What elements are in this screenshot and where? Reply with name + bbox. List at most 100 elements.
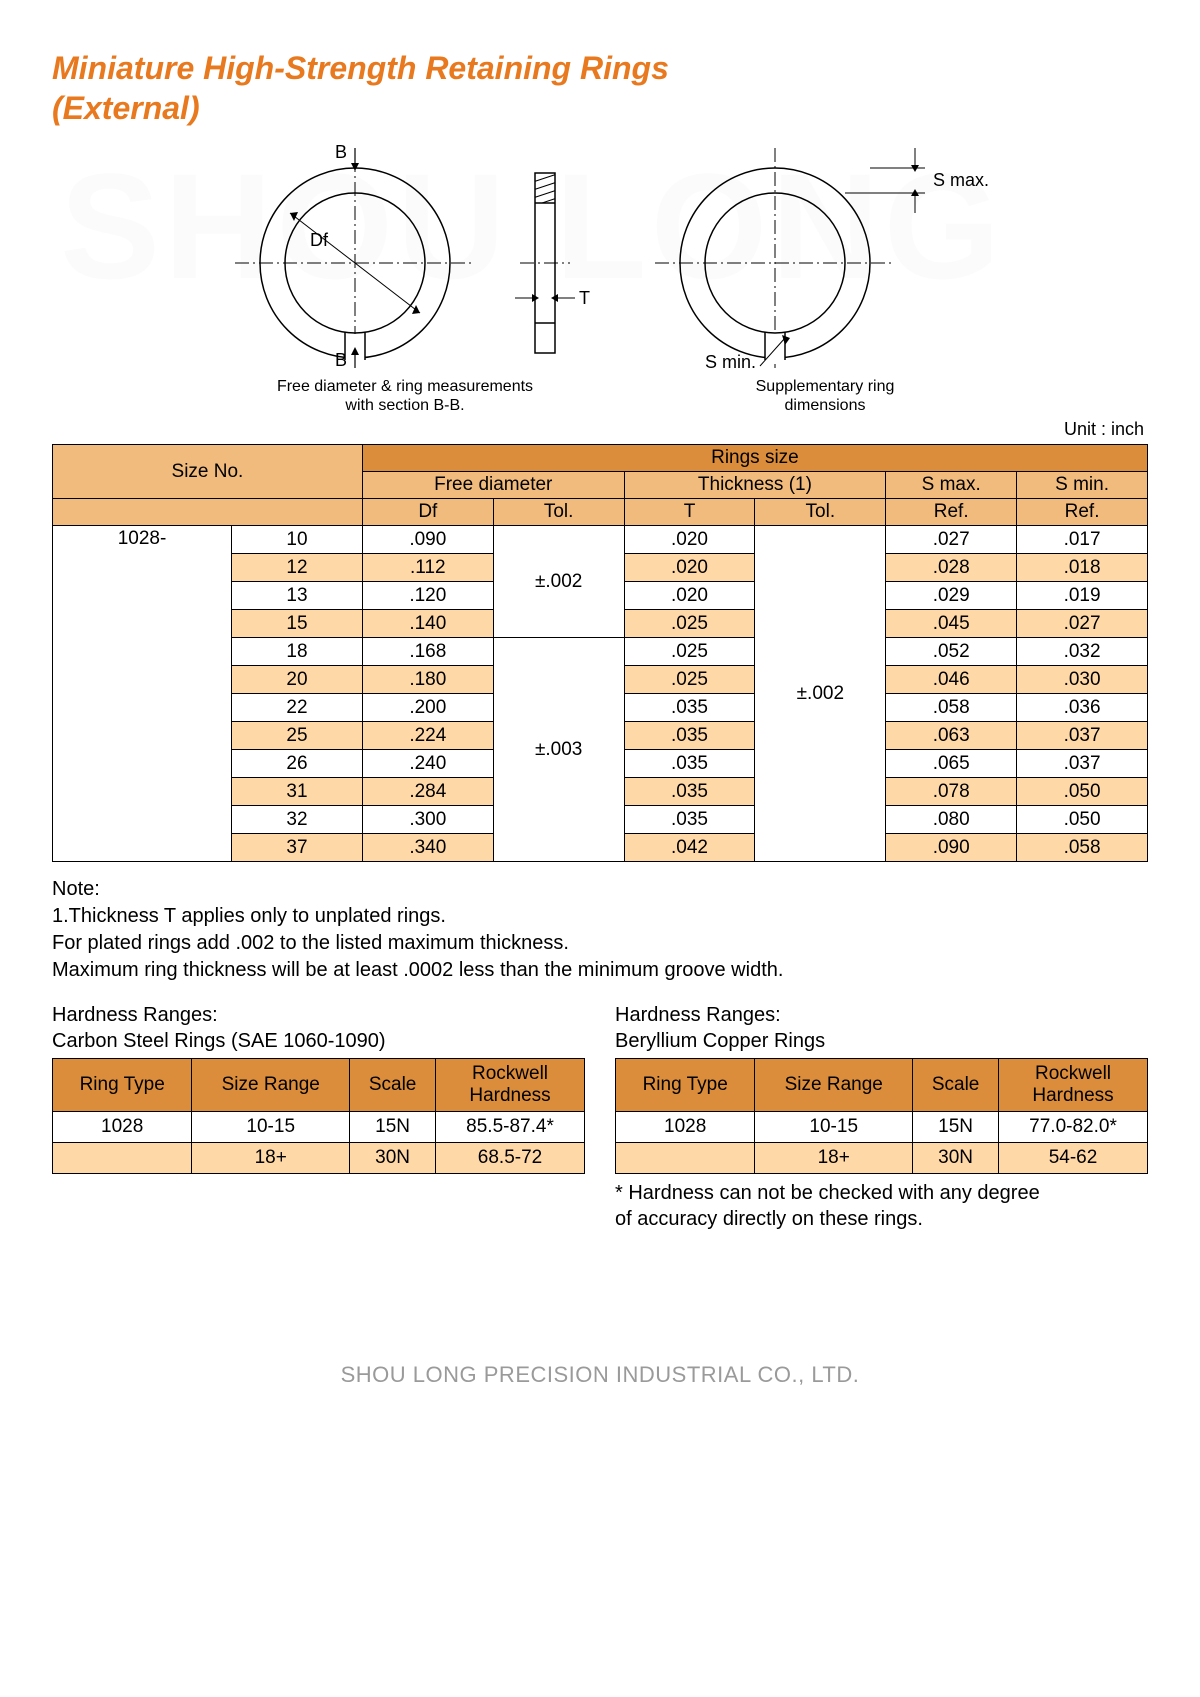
unit-label: Unit : inch	[52, 419, 1148, 440]
cell-size: 18	[232, 638, 363, 666]
cell-size: 32	[232, 806, 363, 834]
cell-smax: .029	[886, 582, 1017, 610]
cell-t: .035	[624, 806, 755, 834]
cell-smin: .032	[1017, 638, 1148, 666]
label-smin: S min.	[705, 352, 756, 368]
cell-type: 1028	[53, 1112, 192, 1143]
cell-type: 1028	[616, 1112, 755, 1143]
hardness-prefix-1: Hardness Ranges:	[52, 1004, 218, 1026]
cell-df: .168	[362, 638, 493, 666]
cell-tol2: ±.003	[493, 638, 624, 862]
cell-smax: .052	[886, 638, 1017, 666]
cell-smax: .090	[886, 834, 1017, 862]
svg-text:T: T	[579, 288, 590, 308]
th-t: T	[624, 499, 755, 526]
th-free-dia: Free diameter	[362, 472, 624, 499]
cell-smin: .019	[1017, 582, 1148, 610]
diagram-right-svg: S max. S min.	[645, 138, 1005, 368]
cell-size: 37	[232, 834, 363, 862]
cell-t: .020	[624, 526, 755, 554]
cell-scale: 30N	[350, 1143, 436, 1174]
cell-smax: .080	[886, 806, 1017, 834]
page-title: Miniature High-Strength Retaining Rings …	[52, 48, 1148, 128]
note-line-2: For plated rings add .002 to the listed …	[52, 930, 1148, 957]
cell-size: 10	[232, 526, 363, 554]
cell-df: .340	[362, 834, 493, 862]
cell-df: .200	[362, 694, 493, 722]
cell-df: .300	[362, 806, 493, 834]
table-row: 102810-1515N77.0-82.0*	[616, 1112, 1148, 1143]
cell-smin: .036	[1017, 694, 1148, 722]
th-df: Df	[362, 499, 493, 526]
cell-df: .120	[362, 582, 493, 610]
hardness-beryllium-title: Beryllium Copper Rings	[615, 1030, 825, 1052]
cell-type	[616, 1143, 755, 1174]
diagram-left: B B Df	[195, 138, 615, 415]
cell-type	[53, 1143, 192, 1174]
hb-th-scale: Scale	[913, 1059, 999, 1112]
cell-scale: 15N	[913, 1112, 999, 1143]
cell-df: .224	[362, 722, 493, 750]
th-smax: S max.	[886, 472, 1017, 499]
cell-df: .284	[362, 778, 493, 806]
cell-smax: .063	[886, 722, 1017, 750]
hc-th-type: Ring Type	[53, 1059, 192, 1112]
size-prefix-cell: 1028-	[53, 526, 232, 862]
svg-text:B: B	[335, 350, 347, 368]
cell-size: 13	[232, 582, 363, 610]
cell-t: .025	[624, 638, 755, 666]
hardness-beryllium-table: Ring Type Size Range Scale Rockwell Hard…	[615, 1058, 1148, 1174]
svg-text:Df: Df	[310, 230, 329, 250]
cell-hard: 85.5-87.4*	[436, 1112, 585, 1143]
cell-hard: 68.5-72	[436, 1143, 585, 1174]
svg-text:B: B	[335, 142, 347, 162]
table-row: 18+30N54-62	[616, 1143, 1148, 1174]
diagram-left-caption-1: Free diameter & ring measurements	[277, 378, 533, 395]
table-row: 102810-1515N85.5-87.4*	[53, 1112, 585, 1143]
hardness-prefix-2: Hardness Ranges:	[615, 1004, 781, 1026]
hardness-footnote-1: * Hardness can not be checked with any d…	[615, 1182, 1040, 1204]
cell-t: .035	[624, 778, 755, 806]
hb-th-rock: Rockwell Hardness	[999, 1059, 1148, 1112]
cell-size: 15	[232, 610, 363, 638]
hc-th-scale: Scale	[350, 1059, 436, 1112]
hardness-carbon-table: Ring Type Size Range Scale Rockwell Hard…	[52, 1058, 585, 1174]
cell-hard: 77.0-82.0*	[999, 1112, 1148, 1143]
hardness-carbon-title: Carbon Steel Rings (SAE 1060-1090)	[52, 1030, 386, 1052]
cell-t: .025	[624, 610, 755, 638]
diagram-left-svg: B B Df	[195, 138, 615, 368]
cell-smin: .027	[1017, 610, 1148, 638]
hc-th-range: Size Range	[192, 1059, 350, 1112]
note-block: Note: 1.Thickness T applies only to unpl…	[52, 876, 1148, 984]
cell-size: 22	[232, 694, 363, 722]
note-heading: Note:	[52, 876, 1148, 903]
cell-smax: .065	[886, 750, 1017, 778]
th-ref-2: Ref.	[1017, 499, 1148, 526]
table-row: 1028-10.090±.002.020±.002.027.017	[53, 526, 1148, 554]
diagram-row: B B Df	[52, 138, 1148, 415]
cell-size: 31	[232, 778, 363, 806]
hardness-carbon: Hardness Ranges: Carbon Steel Rings (SAE…	[52, 1002, 585, 1232]
cell-df: .240	[362, 750, 493, 778]
th-ref-1: Ref.	[886, 499, 1017, 526]
th-size-no: Size No.	[53, 445, 363, 499]
cell-df: .112	[362, 554, 493, 582]
cell-smax: .058	[886, 694, 1017, 722]
cell-smax: .027	[886, 526, 1017, 554]
cell-range: 18+	[755, 1143, 913, 1174]
cell-t: .035	[624, 694, 755, 722]
th-smin: S min.	[1017, 472, 1148, 499]
cell-smin: .037	[1017, 750, 1148, 778]
cell-t: .035	[624, 750, 755, 778]
cell-size: 25	[232, 722, 363, 750]
cell-size: 20	[232, 666, 363, 694]
cell-df: .140	[362, 610, 493, 638]
cell-range: 18+	[192, 1143, 350, 1174]
cell-smin: .050	[1017, 806, 1148, 834]
diagram-right-caption-2: dimensions	[785, 397, 866, 414]
cell-smax: .045	[886, 610, 1017, 638]
cell-tol1: ±.002	[493, 526, 624, 638]
cell-smax: .028	[886, 554, 1017, 582]
hb-th-range: Size Range	[755, 1059, 913, 1112]
cell-smin: .037	[1017, 722, 1148, 750]
